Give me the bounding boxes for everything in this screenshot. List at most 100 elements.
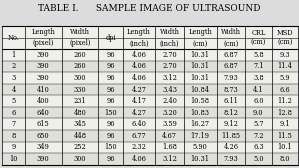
Text: TABLE I.      SAMPLE IMAGE OF ULTRASOUND: TABLE I. SAMPLE IMAGE OF ULTRASOUND [38,4,261,13]
Text: 410: 410 [37,86,50,94]
Text: 6.0: 6.0 [253,97,264,105]
Text: (inch): (inch) [160,39,179,47]
Text: 7.2: 7.2 [253,132,264,140]
Bar [2,95,298,107]
Text: Length: Length [188,28,212,36]
Text: 4.06: 4.06 [132,155,147,163]
Text: 4.1: 4.1 [253,86,264,94]
Text: 300: 300 [74,74,86,82]
Text: MSD
(cm): MSD (cm) [277,29,293,46]
Text: 345: 345 [74,120,86,128]
Text: 11.2: 11.2 [277,97,292,105]
Text: 349: 349 [37,143,50,151]
Text: 10.58: 10.58 [191,97,210,105]
Text: No.: No. [8,34,19,42]
Bar [2,84,298,95]
Text: 2.70: 2.70 [162,51,177,59]
Text: 6.77: 6.77 [132,132,146,140]
Text: 11.4: 11.4 [277,62,292,70]
Text: 12.8: 12.8 [277,109,292,117]
Text: 4.17: 4.17 [132,97,147,105]
Text: 10.31: 10.31 [191,74,210,82]
Text: 5.7: 5.7 [253,120,264,128]
Text: 96: 96 [106,120,115,128]
Bar [2,118,298,130]
Text: 6.40: 6.40 [132,120,147,128]
Text: 1: 1 [11,51,16,59]
Text: (cm): (cm) [193,39,208,47]
Text: Width: Width [160,28,180,36]
Text: 5.90: 5.90 [193,143,208,151]
Text: 5.0: 5.0 [253,155,264,163]
Text: 3.59: 3.59 [162,120,177,128]
Text: 300: 300 [74,155,86,163]
Text: 8.73: 8.73 [223,86,238,94]
Text: 330: 330 [74,86,86,94]
Text: 3.12: 3.12 [162,74,177,82]
Text: 4.06: 4.06 [132,62,147,70]
Text: 16.27: 16.27 [191,120,210,128]
Text: (pixel): (pixel) [32,39,54,47]
Text: 7: 7 [12,120,16,128]
Text: 96: 96 [106,62,115,70]
Text: 9.0: 9.0 [253,109,264,117]
Text: (pixel): (pixel) [69,39,91,47]
Text: 3.43: 3.43 [162,86,177,94]
Text: 17.19: 17.19 [191,132,210,140]
Text: 150: 150 [104,109,117,117]
Text: (cm): (cm) [223,39,239,47]
Text: 8.0: 8.0 [280,155,290,163]
Text: 4.06: 4.06 [132,51,147,59]
Text: 6.6: 6.6 [280,86,290,94]
Text: 390: 390 [37,62,50,70]
Text: 11.85: 11.85 [221,132,240,140]
Bar [2,26,298,165]
Text: 2.32: 2.32 [132,143,147,151]
Text: 6.87: 6.87 [223,62,238,70]
Bar [2,153,298,165]
Text: 6.11: 6.11 [223,97,238,105]
Text: 7.93: 7.93 [223,155,238,163]
Text: 7.1: 7.1 [253,62,264,70]
Text: 400: 400 [37,97,50,105]
Text: 9.12: 9.12 [223,120,238,128]
Text: 640: 640 [37,109,50,117]
Text: 3: 3 [11,74,16,82]
Text: 7.93: 7.93 [223,74,238,82]
Text: 8.12: 8.12 [223,109,238,117]
Bar [2,141,298,153]
Text: 10.31: 10.31 [191,51,210,59]
Text: 4.67: 4.67 [162,132,177,140]
Text: 10.83: 10.83 [191,109,210,117]
Text: 6: 6 [11,109,16,117]
Text: 96: 96 [106,155,115,163]
Text: 6.87: 6.87 [223,51,238,59]
Text: 9.1: 9.1 [280,120,290,128]
Text: 6.3: 6.3 [253,143,264,151]
Text: 96: 96 [106,74,115,82]
Text: 3.12: 3.12 [162,155,177,163]
Text: 10: 10 [10,155,18,163]
Text: 10.31: 10.31 [191,155,210,163]
Text: 260: 260 [74,62,86,70]
Text: 390: 390 [37,155,50,163]
Text: 9.3: 9.3 [280,51,290,59]
Text: 9: 9 [11,143,16,151]
Text: 5.8: 5.8 [253,51,264,59]
Text: 96: 96 [106,132,115,140]
Text: 231: 231 [74,97,86,105]
Text: 615: 615 [37,120,50,128]
Text: 4.27: 4.27 [132,86,147,94]
Text: 390: 390 [37,74,50,82]
Text: Width: Width [221,28,241,36]
Text: 10.84: 10.84 [191,86,210,94]
Text: 10.31: 10.31 [191,62,210,70]
Bar [2,72,298,84]
Text: 4.27: 4.27 [132,109,147,117]
Text: 10.1: 10.1 [277,143,292,151]
Text: 2.70: 2.70 [162,62,177,70]
Bar [2,61,298,72]
Text: 5.9: 5.9 [280,74,290,82]
Text: 390: 390 [37,51,50,59]
Text: Length: Length [31,28,55,36]
